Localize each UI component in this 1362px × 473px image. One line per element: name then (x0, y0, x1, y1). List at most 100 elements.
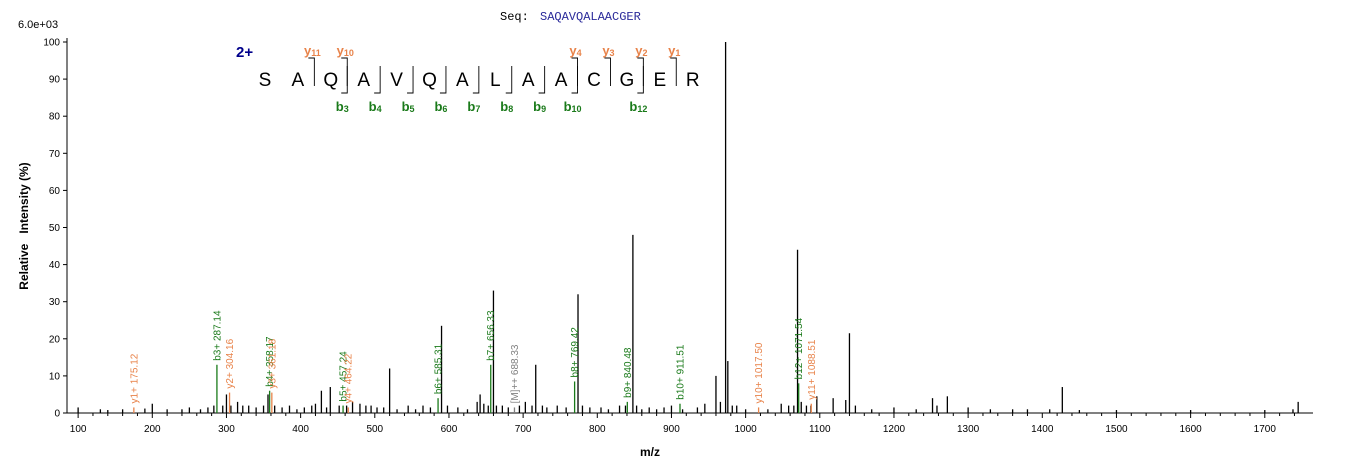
y-ion-index: 2 (642, 48, 647, 58)
b-ion-label: b10 (564, 99, 582, 114)
y-bracket (308, 57, 315, 86)
b-ion-label: b5 (402, 99, 415, 114)
b-ion-index: 9 (541, 104, 546, 114)
residue-letter: Q (422, 70, 437, 91)
peak-label: y10+ 1017.50 (754, 342, 765, 403)
b-ion-label: b8 (500, 99, 513, 114)
b-ion-index: 10 (572, 104, 582, 114)
x-tick-label: 600 (441, 424, 458, 435)
y-ion-label: y11 (304, 43, 321, 58)
y-ion-index: 1 (675, 48, 680, 58)
x-tick-label: 1700 (1254, 424, 1277, 435)
peak-label: y4+ 464.22 (344, 353, 355, 403)
y-scale-label: 6.0e+03 (18, 19, 58, 31)
y-bracket (341, 57, 348, 86)
b-ion-label: b4 (369, 99, 382, 114)
x-tick-label: 1500 (1105, 424, 1128, 435)
peak-label: y2+ 304.16 (225, 338, 236, 388)
x-tick-label: 900 (663, 424, 680, 435)
b-ion-label: b3 (336, 99, 349, 114)
peak-label: y11+ 1088.51 (807, 339, 818, 400)
b-ion-index: 4 (377, 104, 382, 114)
x-tick-label: 1000 (735, 424, 758, 435)
b-ion-index: 3 (344, 104, 349, 114)
y-tick-label: 100 (43, 38, 60, 49)
b-ion-label: b7 (467, 99, 480, 114)
peak-label: y1+ 175.12 (129, 353, 140, 403)
y-ion-index: 11 (311, 48, 321, 58)
y-ion-label: y4 (569, 43, 581, 58)
x-tick-label: 500 (366, 424, 383, 435)
b-bracket (374, 66, 381, 94)
b-bracket (571, 66, 578, 94)
y-tick-label: 50 (49, 223, 61, 234)
sequence-label: Seq: (500, 10, 529, 24)
residue-letter: C (587, 70, 601, 91)
x-tick-label: 100 (70, 424, 87, 435)
peak-label: b8+ 769.42 (570, 327, 581, 378)
residue-letter: A (292, 70, 305, 91)
residue-letter: A (522, 70, 535, 91)
x-tick-label: 1400 (1031, 424, 1054, 435)
x-tick-label: 800 (589, 424, 606, 435)
x-tick-label: 400 (292, 424, 309, 435)
x-tick-label: 1300 (957, 424, 980, 435)
b-bracket (341, 66, 348, 94)
b-bracket (439, 66, 447, 94)
b-ion-index: 8 (508, 104, 513, 114)
y-bracket (670, 57, 677, 86)
y-ion-label: y3 (602, 43, 614, 58)
peak-label: b9+ 840.48 (623, 347, 634, 398)
residue-letter: V (390, 70, 403, 91)
b-bracket (637, 66, 644, 94)
y-tick-label: 40 (49, 260, 61, 271)
peak-label: b4+ 358.17 (265, 336, 276, 387)
y-tick-label: 0 (54, 409, 60, 420)
x-tick-label: 700 (515, 424, 532, 435)
y-ion-label: y10 (337, 43, 354, 58)
b-bracket (472, 66, 480, 94)
y-ion-index: 10 (344, 48, 354, 58)
y-tick-label: 90 (49, 75, 61, 86)
y-ion-label: y1 (668, 43, 680, 58)
charge-label: 2+ (236, 44, 253, 61)
x-axis-label: m/z (640, 445, 660, 459)
b-bracket (407, 66, 414, 94)
sequence-value: SAQAVQALAACGER (540, 10, 641, 24)
y-bracket (637, 57, 644, 86)
residue-letter: R (686, 70, 700, 91)
residue-letter: Q (323, 70, 338, 91)
peak-label: b3+ 287.14 (212, 310, 223, 361)
x-tick-label: 1200 (883, 424, 906, 435)
peak-label: b7+ 656.33 (486, 310, 497, 361)
y-axis-label: Relative Intensity (%) (17, 162, 31, 289)
peak-label: [M]++ 688.33 (510, 344, 521, 403)
y-tick-label: 60 (49, 186, 61, 197)
b-ion-label: b12 (629, 99, 647, 114)
residue-letter: S (259, 70, 272, 91)
residue-letter: G (620, 70, 635, 91)
y-tick-label: 80 (49, 112, 61, 123)
b-ion-index: 6 (442, 104, 447, 114)
x-tick-label: 200 (144, 424, 161, 435)
y-tick-label: 70 (49, 149, 61, 160)
y-bracket (604, 57, 611, 86)
b-ion-index: 12 (637, 104, 647, 114)
peak-label: b5+ 457.24 (339, 351, 350, 402)
residue-letter: A (555, 70, 568, 91)
residue-letter: L (490, 70, 501, 91)
y-ion-index: 3 (610, 48, 615, 58)
x-tick-label: 300 (218, 424, 235, 435)
b-ion-label: b9 (533, 99, 546, 114)
y-ion-index: 4 (577, 48, 582, 58)
y-tick-label: 10 (49, 371, 61, 382)
b-bracket (505, 66, 513, 94)
peak-label: b10+ 911.51 (675, 344, 686, 400)
y-bracket (571, 57, 578, 86)
residue-letter: E (653, 70, 666, 91)
y-tick-label: 30 (49, 297, 61, 308)
peak-label: b6+ 585.31 (434, 343, 445, 394)
